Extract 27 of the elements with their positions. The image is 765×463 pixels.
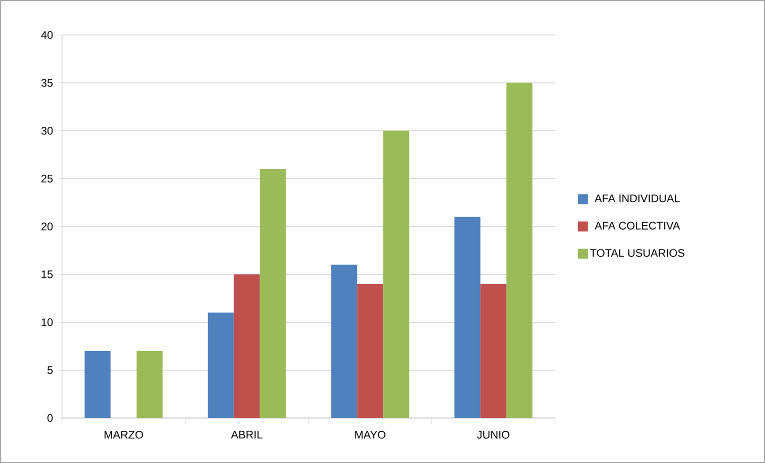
bar <box>234 274 260 418</box>
bar <box>208 312 234 418</box>
bar <box>136 350 163 418</box>
y-tick-label: 40 <box>41 31 53 39</box>
bar <box>331 264 358 418</box>
y-tick-label: 25 <box>41 174 53 183</box>
legend-label: TOTAL USUARIOS <box>590 249 684 257</box>
bar <box>357 284 384 418</box>
bar <box>84 350 111 418</box>
bar <box>454 216 480 418</box>
x-tick-label: MARZO <box>104 430 143 439</box>
bar <box>506 82 532 418</box>
legend-label: AFA COLECTIVA <box>594 222 680 230</box>
y-tick-label: 35 <box>41 78 53 87</box>
x-tick-label: MAYO <box>355 430 386 439</box>
legend-label: AFA INDIVIDUAL <box>594 194 680 202</box>
bar <box>480 284 506 418</box>
y-tick-label: 15 <box>42 270 53 278</box>
y-tick-label: 30 <box>41 126 53 135</box>
y-tick-label: 5 <box>47 366 53 374</box>
x-tick-label: ABRIL <box>230 430 262 438</box>
bar <box>260 169 286 418</box>
y-tick-label: 20 <box>41 222 53 230</box>
y-tick-label: 0 <box>47 414 53 422</box>
x-tick-label: JUNIO <box>477 430 510 439</box>
bar <box>383 130 410 418</box>
y-tick-label: 10 <box>42 318 53 326</box>
